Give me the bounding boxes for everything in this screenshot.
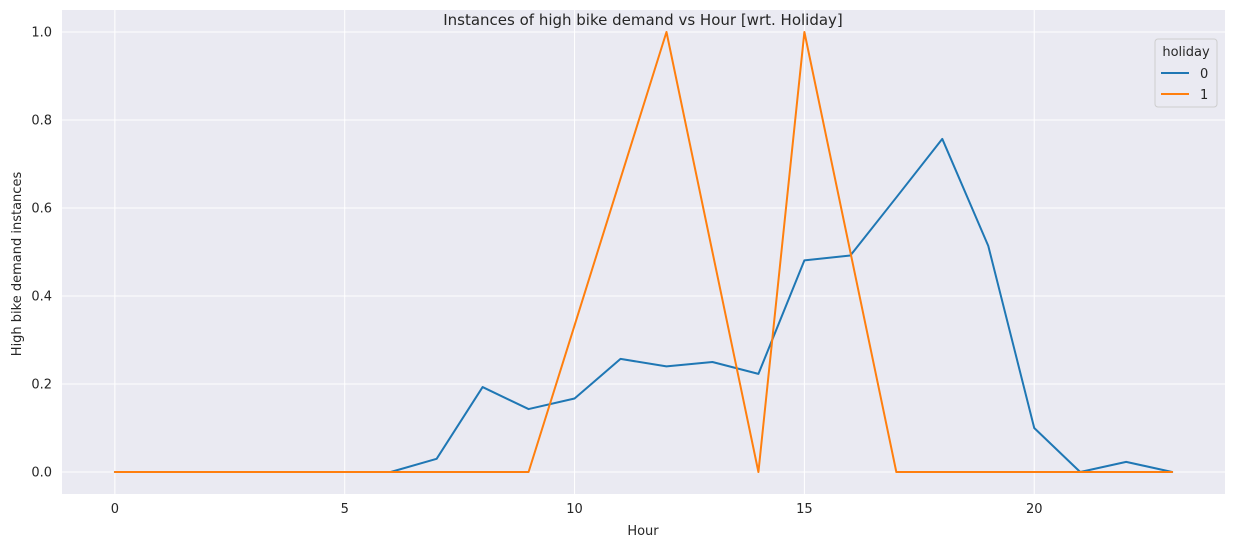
y-tick-label: 1.0 — [31, 26, 52, 41]
x-tick-label: 10 — [566, 502, 583, 517]
y-axis-label: High bike demand instances — [10, 172, 25, 357]
x-axis-ticks: 0 5 10 15 20 — [111, 502, 1043, 517]
y-axis-ticks: 0.0 0.2 0.4 0.6 0.8 1.0 — [31, 26, 52, 481]
y-tick-label: 0.6 — [31, 202, 52, 217]
series-line-1 — [113, 31, 1174, 473]
x-tick-label: 15 — [796, 502, 813, 517]
legend-label-1: 1 — [1200, 88, 1208, 103]
chart-title: Instances of high bike demand vs Hour [w… — [443, 11, 843, 29]
y-tick-label: 0.4 — [31, 290, 52, 305]
legend-title: holiday — [1162, 45, 1210, 60]
x-tick-label: 5 — [341, 502, 349, 517]
series-layer — [113, 31, 1174, 473]
y-tick-label: 0.0 — [31, 466, 52, 481]
x-tick-label: 20 — [1026, 502, 1043, 517]
plot-area — [62, 10, 1225, 494]
legend: holiday 0 1 — [1154, 38, 1218, 108]
x-tick-label: 0 — [111, 502, 119, 517]
y-tick-label: 0.2 — [31, 378, 52, 393]
legend-label-0: 0 — [1200, 67, 1208, 82]
y-tick-label: 0.8 — [31, 114, 52, 129]
x-axis-label: Hour — [627, 524, 659, 539]
